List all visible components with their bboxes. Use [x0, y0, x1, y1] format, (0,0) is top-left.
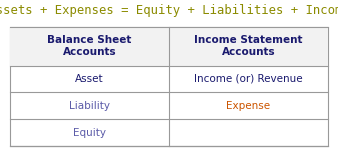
Text: (Assets + Expenses = Equity + Liabilities + Income): (Assets + Expenses = Equity + Liabilitie…: [0, 4, 338, 17]
Text: Income Statement
Accounts: Income Statement Accounts: [194, 35, 303, 57]
Text: Balance Sheet
Accounts: Balance Sheet Accounts: [47, 35, 132, 57]
Bar: [10, 27, 328, 66]
Text: Equity: Equity: [73, 128, 106, 138]
Text: Asset: Asset: [75, 74, 104, 84]
Bar: [10, 27, 328, 146]
Text: Income (or) Revenue: Income (or) Revenue: [194, 74, 303, 84]
Text: Expense: Expense: [226, 101, 270, 111]
Text: Liability: Liability: [69, 101, 110, 111]
